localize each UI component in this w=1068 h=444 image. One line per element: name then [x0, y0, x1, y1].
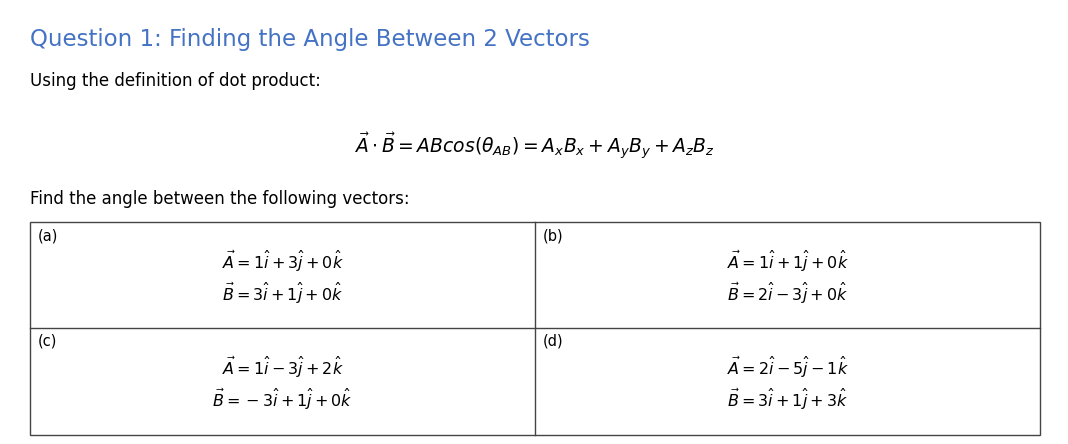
Text: (c): (c)	[38, 334, 58, 349]
Text: $\vec{B} = 3\hat{i} + 1\hat{j} + 3\hat{k}$: $\vec{B} = 3\hat{i} + 1\hat{j} + 3\hat{k…	[727, 387, 848, 412]
Text: $\vec{B} = 2\hat{i} - 3\hat{j} + 0\hat{k}$: $\vec{B} = 2\hat{i} - 3\hat{j} + 0\hat{k…	[727, 281, 848, 305]
Text: Using the definition of dot product:: Using the definition of dot product:	[30, 72, 320, 90]
Text: $\vec{A} = 1\hat{i} + 1\hat{j} + 0\hat{k}$: $\vec{A} = 1\hat{i} + 1\hat{j} + 0\hat{k…	[726, 249, 848, 274]
Text: (d): (d)	[543, 334, 564, 349]
Text: Find the angle between the following vectors:: Find the angle between the following vec…	[30, 190, 410, 208]
Text: $\vec{A} = 1\hat{i} - 3\hat{j} + 2\hat{k}$: $\vec{A} = 1\hat{i} - 3\hat{j} + 2\hat{k…	[221, 355, 344, 380]
Text: $\vec{A} = 1\hat{i} + 3\hat{j} + 0\hat{k}$: $\vec{A} = 1\hat{i} + 3\hat{j} + 0\hat{k…	[221, 249, 344, 274]
Text: $\vec{B} = 3\hat{i} + 1\hat{j} + 0\hat{k}$: $\vec{B} = 3\hat{i} + 1\hat{j} + 0\hat{k…	[222, 281, 343, 305]
Text: (b): (b)	[543, 228, 564, 243]
Text: (a): (a)	[38, 228, 59, 243]
Text: $\vec{A} = 2\hat{i} - 5\hat{j} - 1\hat{k}$: $\vec{A} = 2\hat{i} - 5\hat{j} - 1\hat{k…	[726, 355, 848, 380]
Text: Question 1: Finding the Angle Between 2 Vectors: Question 1: Finding the Angle Between 2 …	[30, 28, 590, 51]
Text: $\vec{A} \cdot \vec{B} = ABcos(\theta_{AB}) = A_xB_x + A_yB_y + A_zB_z$: $\vec{A} \cdot \vec{B} = ABcos(\theta_{A…	[354, 130, 714, 161]
Text: $\vec{B} = -3\hat{i} + 1\hat{j} + 0\hat{k}$: $\vec{B} = -3\hat{i} + 1\hat{j} + 0\hat{…	[213, 387, 352, 412]
Bar	[30, 222, 1040, 435]
